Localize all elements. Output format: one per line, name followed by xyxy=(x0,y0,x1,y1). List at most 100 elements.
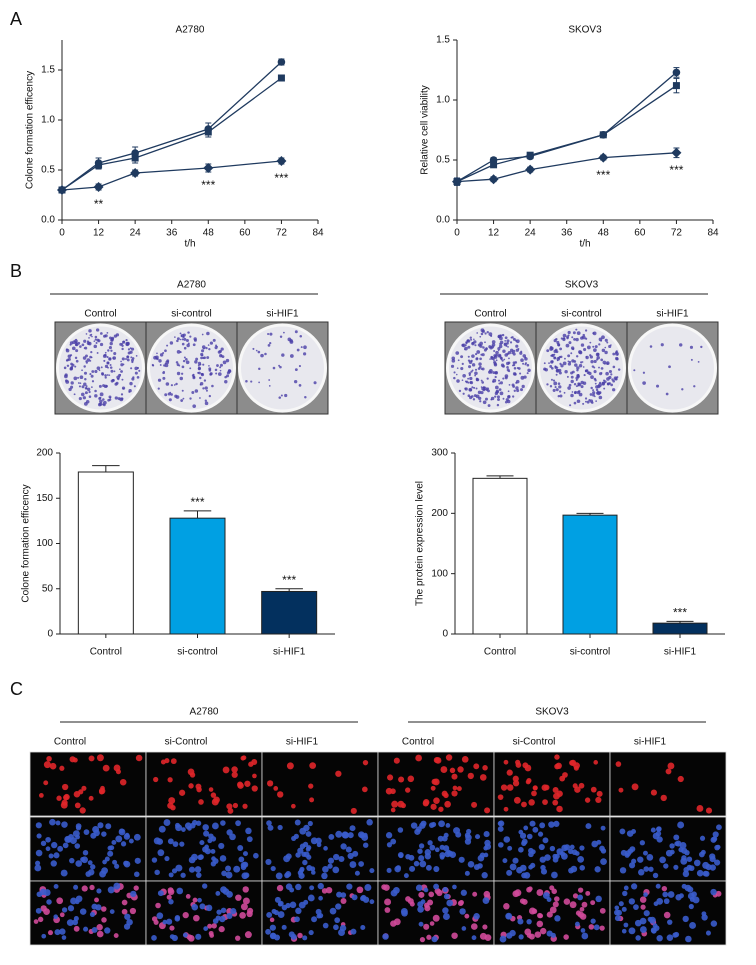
colony xyxy=(492,378,497,383)
x-tick-label: 36 xyxy=(561,228,573,239)
nucleus xyxy=(477,854,485,862)
nucleus xyxy=(650,789,657,796)
colony xyxy=(216,345,218,348)
nucleus xyxy=(449,767,456,774)
nucleus xyxy=(253,852,259,859)
nucleus xyxy=(61,821,68,828)
colony xyxy=(129,381,133,386)
colony xyxy=(591,401,594,404)
colony xyxy=(520,375,525,380)
colony xyxy=(480,379,483,382)
colony xyxy=(245,379,248,383)
nucleus xyxy=(444,850,452,858)
nucleus xyxy=(309,885,315,891)
colony xyxy=(493,356,496,360)
colony xyxy=(66,364,70,368)
nucleus xyxy=(595,796,602,804)
colony xyxy=(577,382,581,386)
nucleus xyxy=(624,850,632,857)
colony xyxy=(151,363,154,367)
nucleus xyxy=(41,933,47,939)
nucleus xyxy=(590,918,596,924)
nucleus xyxy=(35,849,43,857)
colony xyxy=(490,356,493,359)
colony xyxy=(591,365,595,368)
nucleus xyxy=(646,854,654,861)
colony xyxy=(183,356,186,359)
colony xyxy=(183,346,187,350)
colony xyxy=(492,371,496,374)
colony xyxy=(126,358,130,362)
nucleus xyxy=(120,841,127,847)
colony xyxy=(493,360,497,364)
colony xyxy=(552,388,556,392)
nucleus xyxy=(503,759,509,765)
nucleus xyxy=(686,864,693,871)
colony xyxy=(567,360,570,363)
colony xyxy=(130,356,133,359)
colony xyxy=(167,392,171,396)
nucleus xyxy=(584,797,591,803)
nucleus xyxy=(317,882,324,890)
colony xyxy=(175,361,179,364)
bar xyxy=(562,514,618,635)
y-tick-label: 0.5 xyxy=(41,165,55,176)
nucleus xyxy=(449,851,457,858)
colony xyxy=(88,337,90,339)
colony xyxy=(583,347,587,352)
colony xyxy=(592,391,596,395)
colony xyxy=(499,334,502,337)
colony xyxy=(480,391,484,395)
nucleus xyxy=(438,820,445,828)
colony xyxy=(475,352,478,356)
plate-dish xyxy=(147,323,236,413)
bar xyxy=(261,590,318,635)
nucleus xyxy=(194,866,202,873)
colony xyxy=(476,350,481,354)
nucleus xyxy=(231,766,238,773)
nucleus xyxy=(328,834,335,840)
colony xyxy=(199,382,204,386)
nucleus xyxy=(237,845,244,851)
colony xyxy=(576,366,580,370)
nucleus xyxy=(252,773,257,779)
nucleus xyxy=(554,853,560,859)
nucleus xyxy=(631,828,636,834)
chart-title: SKOV3 xyxy=(568,25,602,36)
nucleus xyxy=(473,763,480,770)
nucleus xyxy=(182,932,188,938)
colony xyxy=(296,348,300,352)
colony xyxy=(135,355,138,357)
nucleus xyxy=(240,862,247,869)
colony xyxy=(595,352,600,357)
nucleus xyxy=(34,864,42,872)
nucleus xyxy=(663,911,671,919)
nucleus xyxy=(362,842,369,848)
nucleus xyxy=(273,786,279,791)
nucleus xyxy=(631,883,638,890)
nucleus xyxy=(294,916,300,923)
nucleus xyxy=(327,857,335,864)
nucleus xyxy=(178,789,186,796)
colony xyxy=(589,393,593,396)
nucleus xyxy=(409,865,416,872)
colony xyxy=(567,386,571,390)
colony xyxy=(121,343,124,345)
nucleus xyxy=(515,762,522,768)
y-tick-label: 0.5 xyxy=(436,155,450,166)
colony xyxy=(496,403,500,407)
nucleus xyxy=(710,888,717,896)
colony xyxy=(109,341,113,346)
nucleus xyxy=(129,907,137,915)
nucleus xyxy=(79,908,87,915)
nucleus xyxy=(69,857,75,864)
colony xyxy=(582,402,585,405)
micrograph xyxy=(493,751,611,817)
nucleus xyxy=(509,863,517,871)
colony xyxy=(585,400,587,403)
nucleus xyxy=(69,756,76,763)
colony xyxy=(489,358,491,360)
nucleus xyxy=(705,930,711,936)
nucleus xyxy=(575,910,582,916)
